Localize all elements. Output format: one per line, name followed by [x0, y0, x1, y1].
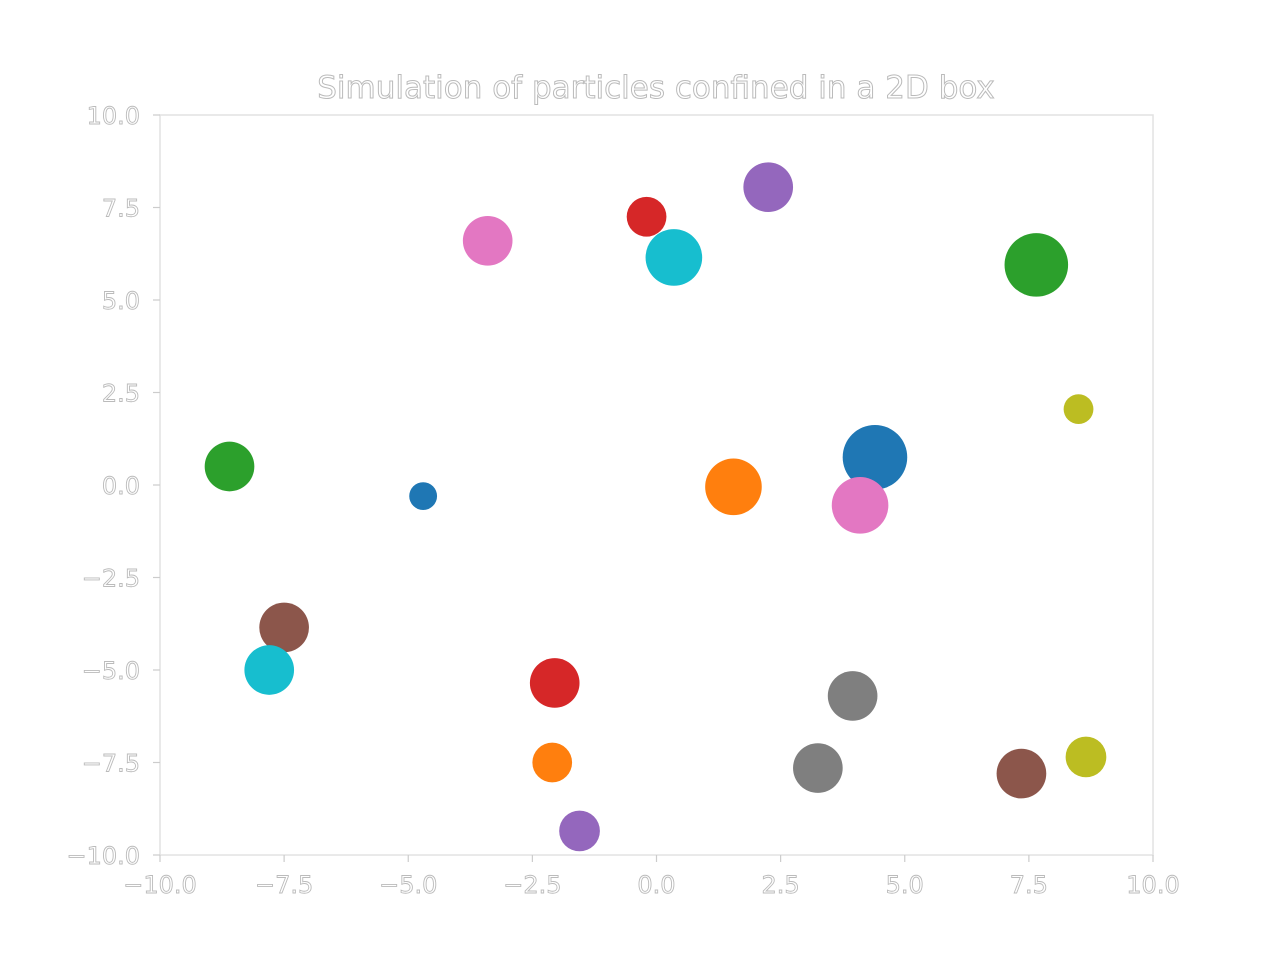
particle-16	[793, 743, 843, 793]
particle-1	[409, 482, 438, 511]
particle-2	[842, 424, 908, 490]
particle-13	[462, 215, 513, 266]
particle-5	[204, 441, 255, 492]
particle-8	[529, 658, 580, 708]
x-tick-label: 10.0	[1126, 871, 1179, 899]
y-tick-label: 5.0	[102, 287, 140, 315]
y-tick-label: 10.0	[87, 102, 140, 130]
particle-7	[626, 196, 667, 237]
x-tick-label: 0.0	[637, 871, 675, 899]
x-tick-label: 5.0	[886, 871, 924, 899]
particle-14	[831, 477, 889, 534]
y-tick-label: 0.0	[102, 472, 140, 500]
particle-15	[827, 671, 878, 721]
y-tick-label: −10.0	[66, 842, 140, 870]
particle-6	[1004, 233, 1069, 297]
particle-4	[532, 742, 573, 783]
particles-layer	[204, 162, 1107, 852]
y-axis: −10.0 −7.5 −5.0 −2.5 0.0 2.5 5.0 7.5 10.0	[66, 102, 160, 870]
particle-11	[259, 602, 309, 653]
x-tick-label: 7.5	[1010, 871, 1048, 899]
y-tick-label: −5.0	[82, 657, 140, 685]
y-tick-label: 7.5	[102, 195, 140, 223]
x-tick-label: −10.0	[123, 871, 197, 899]
x-tick-label: −7.5	[255, 871, 313, 899]
y-tick-label: 2.5	[102, 380, 140, 408]
x-tick-label: 2.5	[762, 871, 800, 899]
particle-18	[1065, 736, 1107, 778]
particle-19	[645, 229, 703, 286]
particle-20	[244, 645, 295, 695]
x-tick-label: −2.5	[503, 871, 561, 899]
x-tick-label: −5.0	[379, 871, 437, 899]
y-tick-label: −2.5	[82, 565, 140, 593]
chart-title: Simulation of particles confined in a 2D…	[317, 70, 995, 106]
y-tick-label: −7.5	[82, 750, 140, 778]
x-axis: −10.0 −7.5 −5.0 −2.5 0.0 2.5 5.0 7.5 10.0	[123, 855, 1180, 899]
particle-10	[559, 810, 600, 852]
particle-17	[1063, 394, 1094, 425]
particle-9	[743, 162, 794, 212]
particle-12	[996, 748, 1047, 799]
particle-3	[705, 458, 762, 516]
